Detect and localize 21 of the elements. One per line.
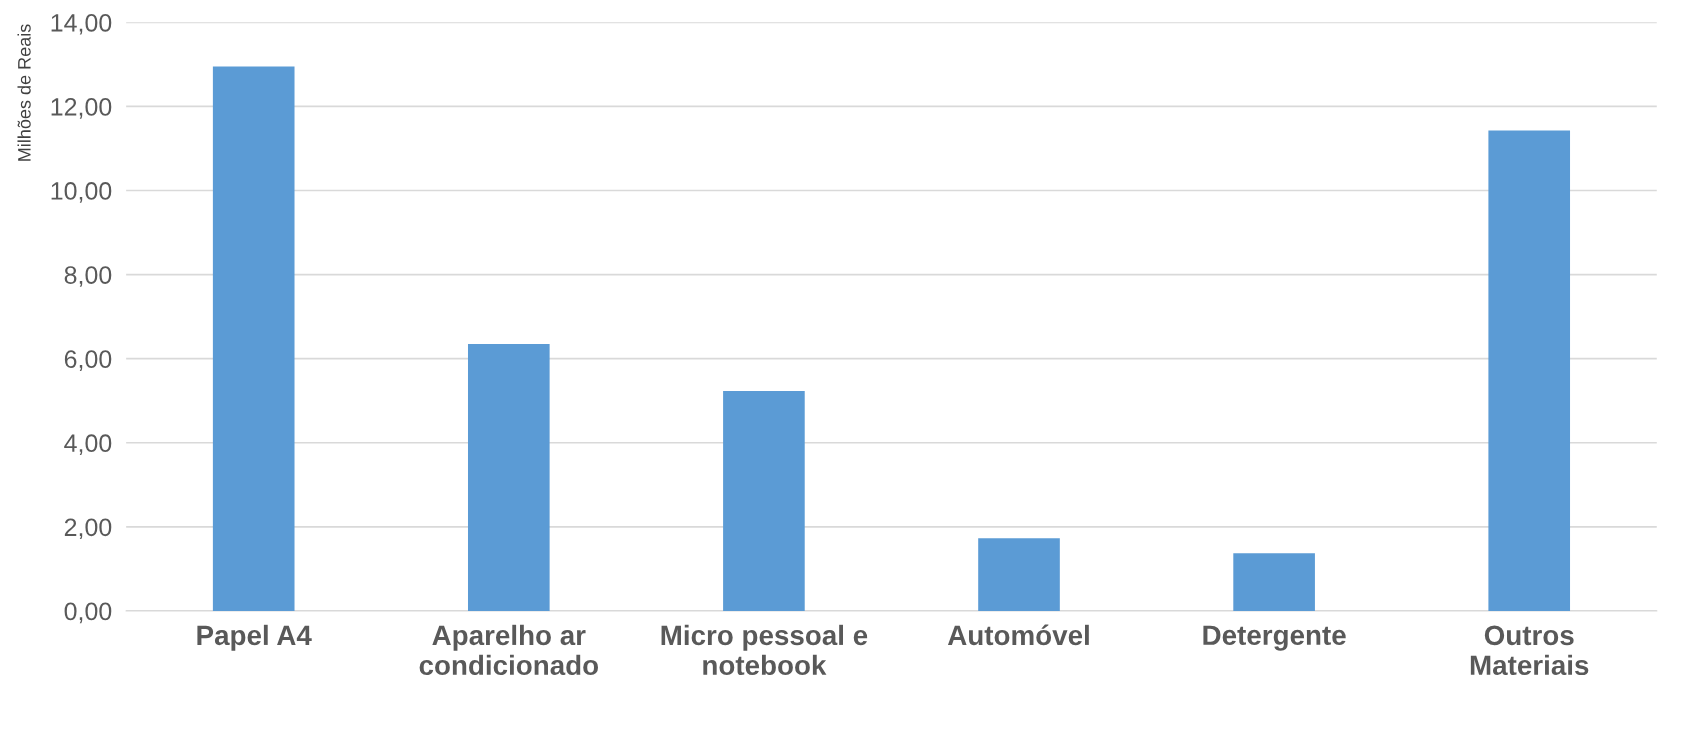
bar <box>1488 130 1571 611</box>
y-axis-title: Milhões de Reais <box>17 24 31 161</box>
bar <box>467 343 550 611</box>
y-tick-label: 8,00 <box>64 266 112 287</box>
y-tick-label: 0,00 <box>64 602 112 624</box>
y-tick-label: 10,00 <box>51 182 112 203</box>
y-tick-label: 12,00 <box>51 98 112 119</box>
bar <box>1233 553 1315 611</box>
bar <box>978 538 1060 611</box>
x-tick-label: Micro pessoal e notebook <box>661 624 868 676</box>
y-tick-label: 6,00 <box>64 350 112 371</box>
y-tick-label: 4,00 <box>64 434 112 455</box>
x-tick-label: Aparelho ar condicionado <box>419 624 598 676</box>
x-tick-label: Detergente <box>1203 625 1346 651</box>
bar <box>212 66 295 611</box>
x-tick-label: Papel A4 <box>197 624 312 651</box>
y-tick-label: 14,00 <box>51 13 112 35</box>
y-tick-label: 2,00 <box>64 518 112 540</box>
x-tick-label: Outros Materiais <box>1470 625 1589 676</box>
bar <box>723 391 805 611</box>
x-tick-label: Automóvel <box>947 624 1089 646</box>
